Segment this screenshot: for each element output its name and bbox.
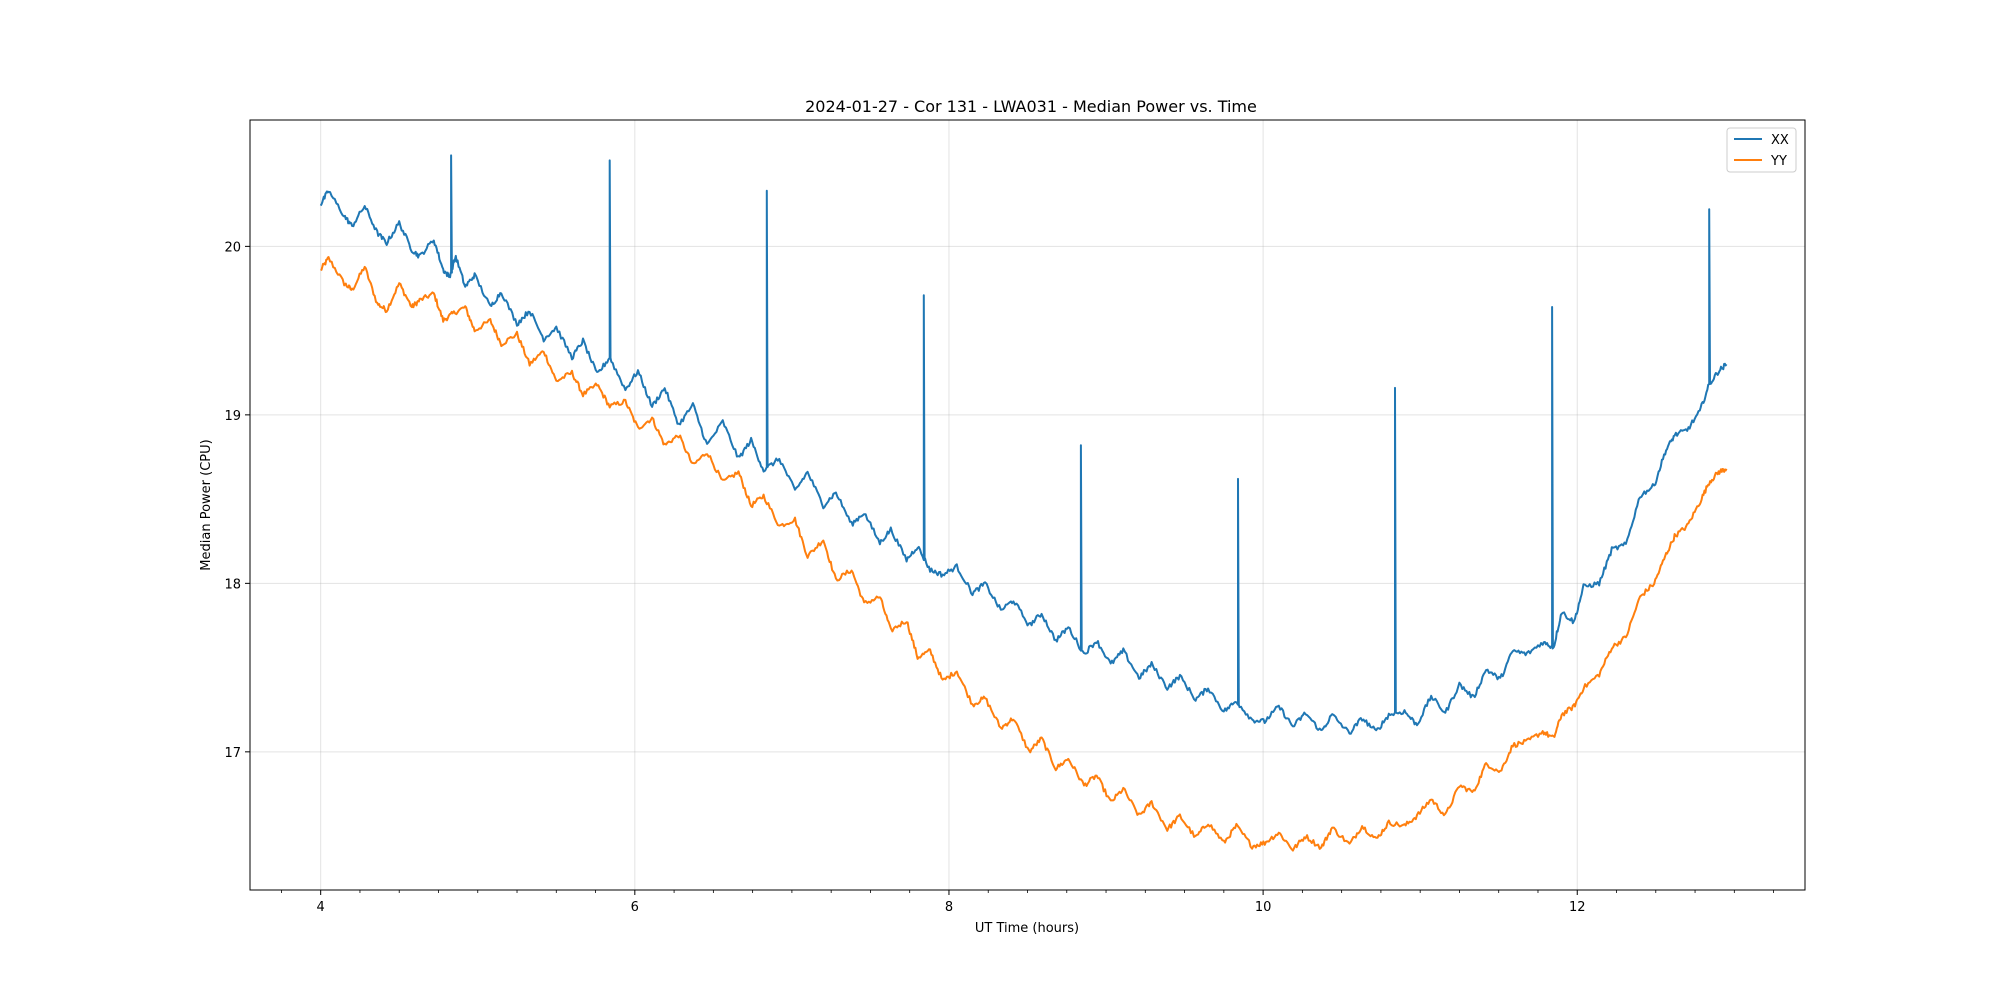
y-tick-label: 18	[224, 577, 241, 592]
plot-frame	[249, 119, 1806, 891]
y-tick-label: 17	[224, 746, 241, 761]
x-tick-label: 8	[945, 900, 953, 915]
series-line-xx	[319, 154, 1728, 735]
y-tick-label: 20	[224, 240, 241, 255]
y-axis-ticks: 17 18 19 20	[224, 240, 250, 761]
x-tick-label: 12	[1569, 900, 1586, 915]
x-tick-label: 10	[1255, 900, 1272, 915]
x-tick-label: 6	[631, 900, 639, 915]
legend-label-xx: XX	[1771, 133, 1789, 148]
series-line-yy	[320, 256, 1728, 852]
chart-title: 2024-01-27 - Cor 131 - LWA031 - Median P…	[805, 97, 1257, 116]
legend-label-yy: YY	[1770, 154, 1787, 169]
x-axis-ticks: 4 6 8 10 12	[281, 890, 1774, 915]
x-tick-label: 4	[317, 900, 325, 915]
x-axis-label: UT Time (hours)	[975, 921, 1079, 936]
legend: XX YY	[1726, 127, 1797, 173]
grid-lines	[250, 120, 1805, 890]
plot-lines	[319, 154, 1728, 852]
y-tick-label: 19	[224, 409, 241, 424]
y-axis-label: Median Power (CPU)	[199, 439, 214, 570]
